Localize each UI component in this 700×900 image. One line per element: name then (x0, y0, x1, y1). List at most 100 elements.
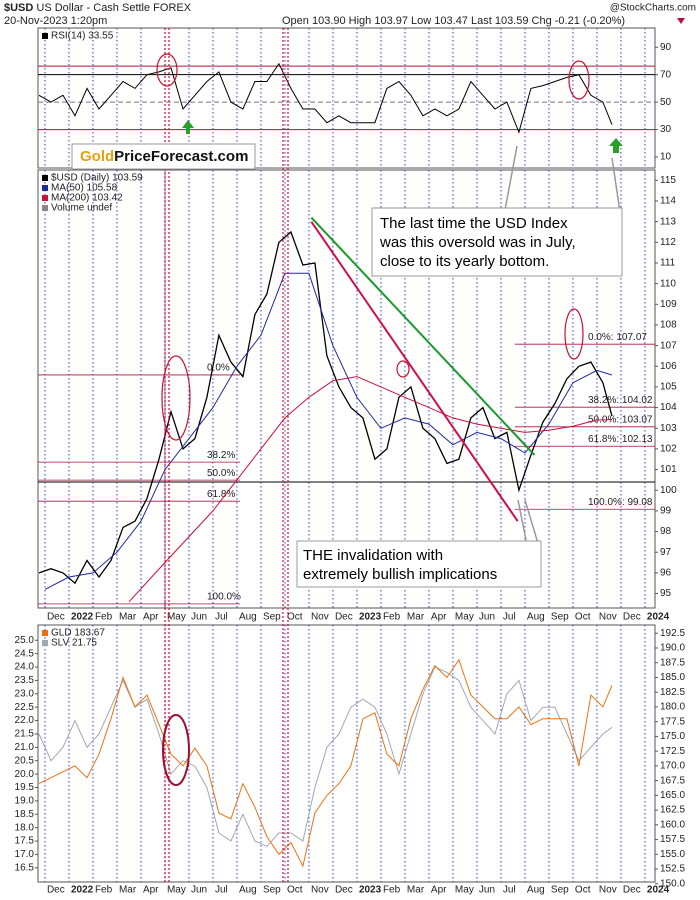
x-tick-label: Feb (95, 612, 113, 623)
logo-box (71, 143, 256, 170)
y-tick-label: 107 (660, 340, 677, 351)
fib-label: 50.0%: 103.07 (588, 414, 653, 425)
legend-label: Volume undef (51, 203, 112, 214)
x-tick-label: Aug (527, 885, 545, 896)
y-tick-label: 112 (660, 237, 676, 248)
y-tick-label: 96 (660, 568, 672, 579)
x-tick-label: Jun (191, 612, 207, 623)
y-tick-label: 21.0 (15, 742, 35, 753)
legend-swatch (42, 175, 48, 181)
y-tick-label: 102 (660, 444, 677, 455)
x-tick-label: Aug (527, 612, 545, 623)
series-line (38, 62, 613, 134)
y-tick-label: 99 (660, 506, 672, 517)
x-tick-label: Jul (215, 612, 228, 623)
x-tick-label: Apr (431, 885, 447, 896)
fib-label: 0.0% (207, 363, 230, 374)
legend-label: GLD 183.67 (51, 628, 105, 639)
annotation: The last time the USD Index (380, 215, 568, 232)
y-tick-label: 24.5 (15, 648, 35, 659)
legend-label: RSI(14) 33.55 (51, 31, 114, 42)
fib-label: 50.0% (207, 468, 235, 479)
fib-label: 38.2% (207, 450, 235, 461)
green-arrow (609, 138, 623, 153)
y2-tick-label: 180.0 (660, 702, 685, 713)
y-tick-label: 30 (660, 124, 672, 135)
y-tick-label: 23.5 (15, 675, 35, 686)
x-tick-label: Oct (287, 612, 303, 623)
x-tick-label: Feb (95, 885, 113, 896)
highlight-ellipses (156, 53, 590, 786)
symbol: $USD (4, 2, 33, 14)
y-tick-label: 22.0 (15, 715, 35, 726)
legend-swatch (42, 195, 48, 201)
trendline (310, 216, 536, 456)
y-tick-label: 20.5 (15, 755, 35, 766)
y2-tick-label: 155.0 (660, 849, 685, 860)
x-tick-label: Oct (287, 885, 303, 896)
x-tick-label: Dec (47, 885, 65, 896)
callout-line (611, 157, 621, 213)
callout-line (504, 145, 518, 211)
y2-tick-label: 172.5 (660, 746, 685, 757)
y-tick-label: 114 (660, 196, 676, 207)
x-tick-label: Apr (143, 612, 159, 623)
y-tick-label: 90 (660, 42, 672, 53)
y-tick-label: 18.5 (15, 809, 35, 820)
x-tick-label: Aug (239, 885, 257, 896)
y2-tick-label: 165.0 (660, 790, 685, 801)
legend-label: SLV 21.75 (51, 638, 97, 649)
y2-tick-label: 192.5 (660, 628, 685, 639)
header-title: $USD US Dollar - Cash Settle FOREX (4, 2, 192, 14)
y2-tick-label: 152.5 (660, 864, 685, 875)
x-tick-label: Jul (503, 885, 516, 896)
y-tick-label: 50 (660, 97, 672, 108)
down-arrow (677, 18, 685, 24)
y-tick-label: 97 (660, 547, 672, 558)
x-tick-label: 2022 (71, 612, 94, 623)
annotation: was this oversold was in July, (379, 234, 576, 251)
fib-label: 61.8% (207, 489, 235, 500)
y-tick-label: 98 (660, 526, 672, 537)
x-tick-label: Sep (551, 612, 569, 623)
y2-tick-label: 150.0 (660, 878, 685, 889)
x-tick-label: Dec (335, 885, 353, 896)
x-tick-label: Oct (575, 885, 591, 896)
series-line (38, 658, 613, 868)
annotation: extremely bullish implications (303, 566, 497, 583)
y-tick-label: 106 (660, 361, 677, 372)
legend-swatch (42, 205, 48, 211)
x-tick-label: Dec (623, 612, 641, 623)
y-tick-label: 19.0 (15, 796, 35, 807)
ellipse (568, 60, 590, 100)
ellipse (162, 714, 190, 786)
y-tick-label: 115 (660, 175, 676, 186)
ellipse (564, 308, 584, 360)
legend-swatch (42, 185, 48, 191)
legend-label: MA(50) 105.58 (51, 183, 118, 194)
x-tick-label: May (455, 612, 474, 623)
ellipse (396, 360, 410, 378)
ellipse (161, 355, 191, 441)
x-tick-label: 2022 (71, 885, 94, 896)
x-tick-label: 2024 (647, 885, 670, 896)
y-tick-label: 104 (660, 402, 677, 413)
x-tick-label: Oct (575, 612, 591, 623)
x-tick-label: Dec (47, 612, 65, 623)
x-tick-label: Nov (599, 612, 617, 623)
y-tick-label: 109 (660, 299, 677, 310)
logo-site: PriceForecast.com (114, 148, 248, 165)
annotation: THE invalidation with (303, 547, 443, 564)
x-tick-label: Apr (431, 612, 447, 623)
y2-tick-label: 167.5 (660, 775, 685, 786)
fib-label: 38.2%: 104.02 (588, 395, 653, 406)
x-tick-label: Mar (119, 612, 137, 623)
panel-frame (37, 624, 656, 883)
logo-gold: Gold (80, 148, 114, 165)
x-tick-label: Feb (383, 885, 401, 896)
y2-tick-label: 177.5 (660, 716, 685, 727)
series-line (38, 230, 613, 585)
fib-label: 0.0%: 107.07 (588, 332, 647, 343)
x-tick-label: Jul (215, 885, 228, 896)
